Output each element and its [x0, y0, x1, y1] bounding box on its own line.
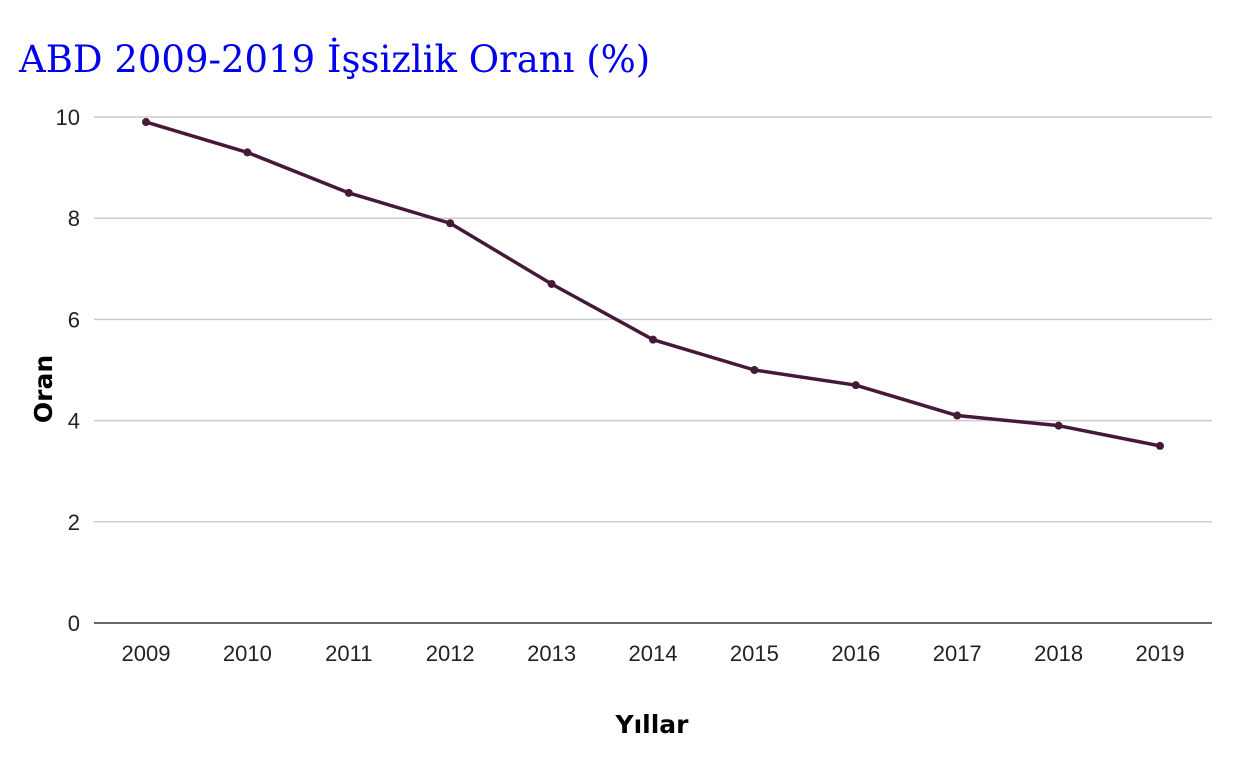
x-tick-label: 2019: [1136, 641, 1185, 666]
y-tick-label: 8: [68, 206, 80, 231]
x-tick-labels: 2009 2010 2011 2012 2013 2014 2015 2016 2017 2018…: [122, 641, 1185, 666]
x-tick-label: 2017: [933, 641, 982, 666]
data-point: [851, 381, 860, 390]
x-tick-label: 2014: [629, 641, 678, 666]
series-line-group: [144, 120, 1162, 448]
x-tick-label: 2011: [325, 641, 372, 666]
y-tick-label: 4: [68, 409, 80, 434]
data-point: [344, 188, 353, 197]
data-point: [1156, 441, 1164, 450]
chart-title: ABD 2009-2019 İşsizlik Oranı (%): [19, 38, 651, 81]
x-tick-label: 2013: [527, 641, 576, 666]
x-tick-label: 2010: [223, 641, 272, 666]
x-tick-label: 2012: [426, 641, 475, 666]
x-tick-label: 2016: [831, 641, 880, 666]
data-points: [142, 118, 1164, 450]
y-tick-label: 10: [56, 105, 80, 130]
gridlines: [94, 116, 1212, 523]
y-tick-label: 6: [68, 307, 80, 332]
x-tick-label: 2018: [1034, 641, 1083, 666]
y-tick-label: 2: [68, 510, 80, 535]
x-axis-title: Yıllar: [614, 710, 689, 739]
data-point: [649, 335, 657, 344]
data-point: [750, 366, 759, 374]
data-point: [446, 219, 455, 228]
data-point: [243, 148, 252, 157]
data-point: [547, 279, 556, 288]
data-point: [1054, 421, 1063, 430]
data-point: [142, 118, 150, 127]
y-tick-label: 0: [68, 611, 80, 636]
x-tick-label: 2015: [730, 641, 779, 666]
y-axis-title: Oran: [29, 355, 58, 423]
x-tick-label: 2009: [122, 641, 171, 666]
data-point: [953, 411, 962, 420]
series-line: [144, 120, 1162, 448]
y-tick-labels: 0 2 4 6 8 10: [56, 105, 80, 636]
